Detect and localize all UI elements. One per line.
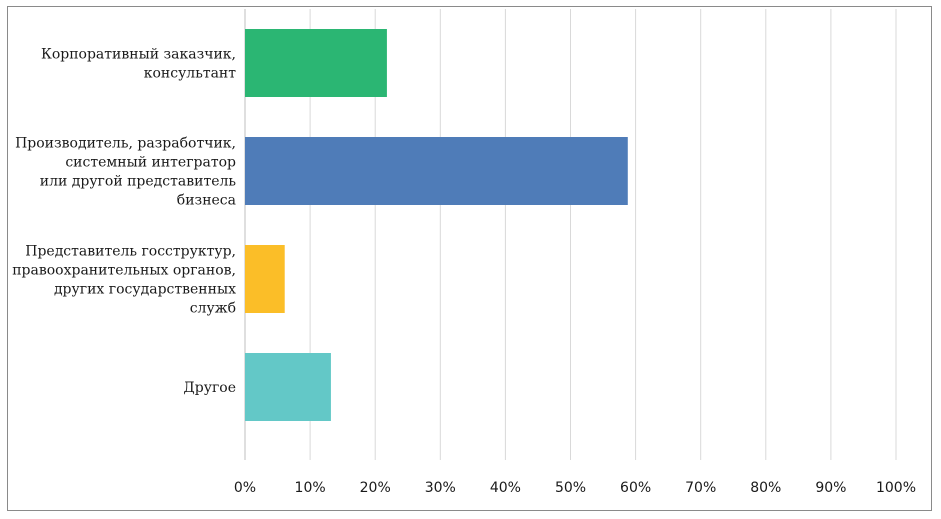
chart-frame: Корпоративный заказчик, консультант Произв…	[7, 6, 932, 511]
bar-chart: Корпоративный заказчик, консультант Произв…	[12, 9, 916, 496]
x-tick-label: 10%	[295, 480, 326, 496]
category-label-4: Другое	[183, 380, 236, 396]
x-tick-label: 20%	[360, 480, 391, 496]
x-tick-label: 0%	[234, 480, 256, 496]
x-tick-label: 80%	[750, 480, 781, 496]
category-label-2: Производитель, разработчик, системный инт…	[15, 136, 236, 209]
category-label-3: Представитель госструктур, правоохранител…	[12, 244, 236, 317]
x-tick-label: 30%	[425, 480, 456, 496]
x-tick-label: 40%	[490, 480, 521, 496]
x-tick-label: 70%	[685, 480, 716, 496]
bar-2	[245, 137, 628, 205]
x-tick-label: 60%	[620, 480, 651, 496]
x-tick-label: 100%	[876, 480, 916, 496]
bar-4	[245, 353, 331, 421]
bar-3	[245, 245, 285, 313]
x-tick-label: 90%	[815, 480, 846, 496]
category-label-1: Корпоративный заказчик, консультант	[41, 47, 236, 82]
bar-1	[245, 29, 387, 97]
x-tick-label: 50%	[555, 480, 586, 496]
